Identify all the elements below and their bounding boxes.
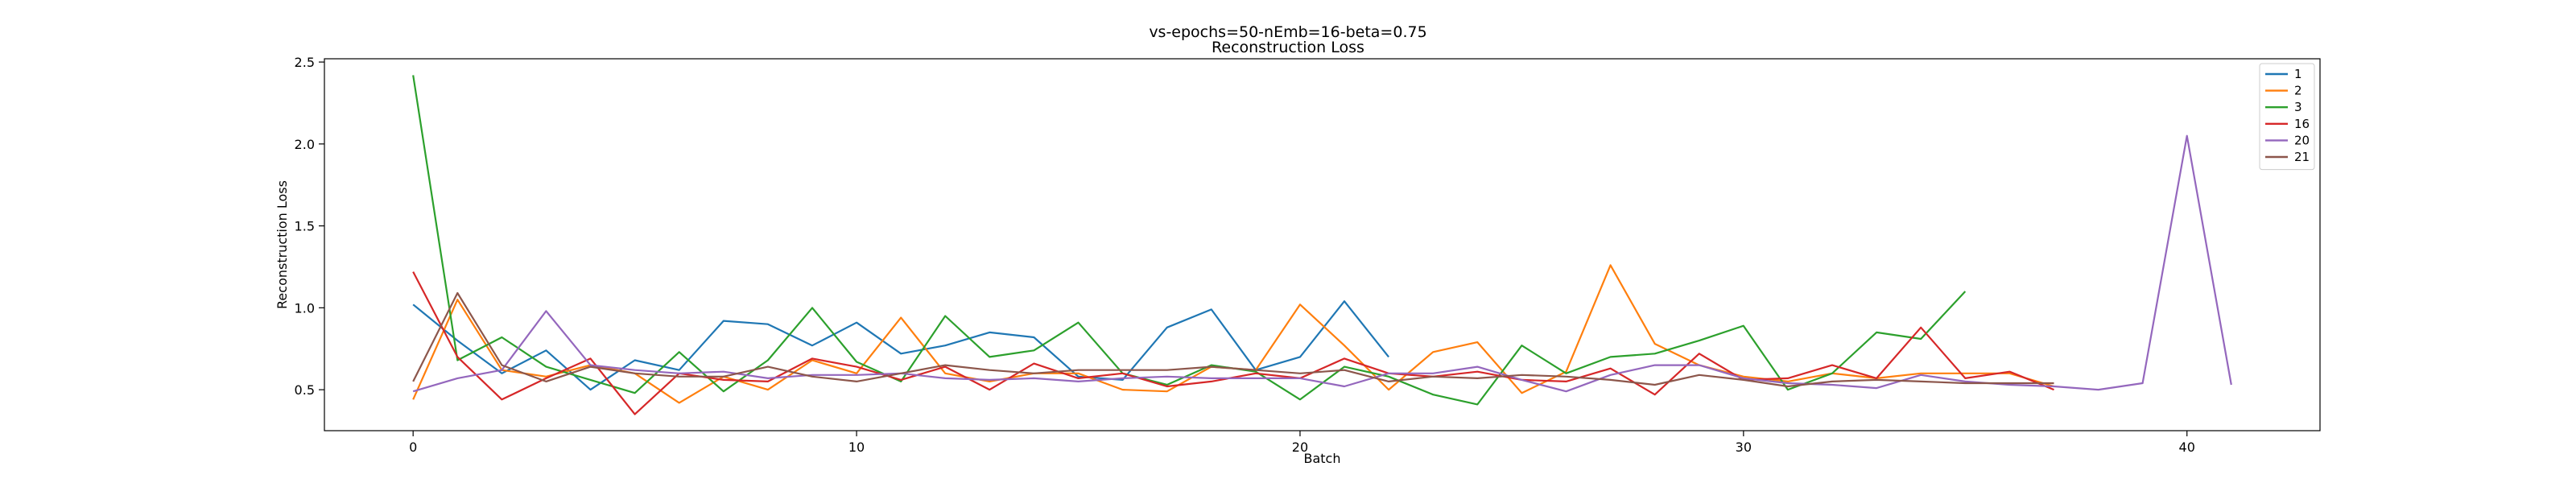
x-tick-label: 30 (1736, 440, 1752, 455)
legend-label-20: 20 (2294, 133, 2310, 147)
x-tick-label: 40 (2179, 440, 2195, 455)
series-line-3 (412, 75, 1967, 406)
series-line-1 (412, 300, 1389, 391)
series-line-20 (412, 134, 2232, 393)
series-layer (412, 75, 2232, 415)
y-tick-label: 0.5 (295, 382, 315, 398)
legend-label-3: 3 (2294, 100, 2302, 114)
y-axis-ticks: 0.5 1.0 1.5 2.0 2.5 (295, 55, 324, 398)
chart-subtitle: Reconstruction Loss (1212, 39, 1364, 56)
x-axis-ticks: 0 10 20 30 40 (409, 431, 2195, 455)
x-tick-label: 0 (409, 440, 417, 455)
y-tick-label: 2.5 (295, 55, 315, 70)
x-tick-label: 10 (848, 440, 865, 455)
x-tick-label: 20 (1292, 440, 1308, 455)
legend: 1 2 3 16 20 21 (2259, 63, 2315, 171)
series-line-16 (412, 271, 2054, 415)
chart-title: vs-epochs=50-nEmb=16-beta=0.75 (1149, 23, 1426, 41)
series-line-21 (412, 291, 2054, 388)
y-tick-label: 1.5 (295, 219, 315, 234)
y-axis-label: Reconstruction Loss (275, 180, 290, 309)
legend-label-16: 16 (2294, 117, 2310, 131)
legend-label-21: 21 (2294, 150, 2310, 164)
x-axis-label: Batch (1304, 451, 1341, 466)
legend-label-2: 2 (2294, 84, 2302, 98)
plot-area: 0 10 20 30 40 0.5 1.0 1.5 2.0 2.5 (295, 55, 2321, 455)
legend-label-1: 1 (2294, 67, 2302, 81)
plot-frame (324, 58, 2321, 431)
y-tick-label: 2.0 (295, 137, 315, 152)
y-tick-label: 1.0 (295, 300, 315, 316)
